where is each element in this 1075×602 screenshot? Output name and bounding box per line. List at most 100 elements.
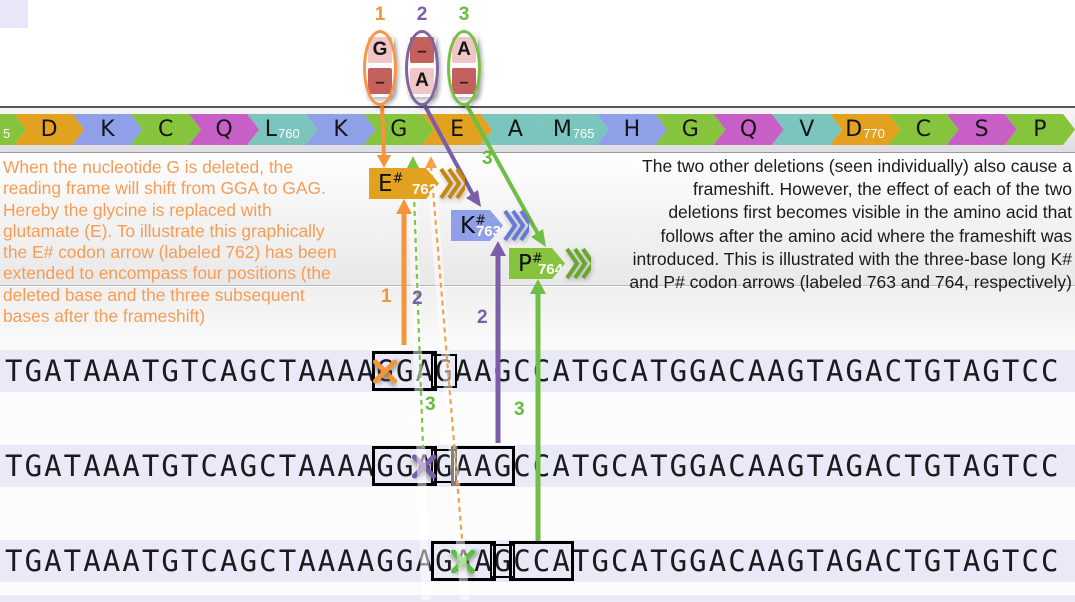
nucleotide-char: T [180,354,199,388]
nucleotide-char: A [356,449,375,483]
nucleotide-char: A [44,354,62,388]
nucleotide-char: A [826,449,844,483]
nucleotide-char: T [278,544,297,578]
nucleotide-char: G [689,449,707,483]
amino-acid-number: 770 [863,126,885,141]
nucleotide-char: A [747,449,766,483]
nucleotide-char: A [552,544,570,578]
nucleotide-char: A [708,354,727,388]
codon-highlight-box [489,544,516,578]
corner-band [0,0,28,28]
nucleotide-char: A [708,449,727,483]
amino-acid-label: A [507,117,523,142]
nucleotide-char: A [298,544,316,578]
deletion-group-1[interactable]: 1 G – [363,4,397,106]
nucleotide-char: T [5,354,23,388]
amino-acid-label: M [552,117,572,142]
nucleotide-char: G [669,354,688,388]
amino-acid-label: G [390,117,408,142]
nucleotide-char: C [728,449,746,483]
nucleotide-char: T [5,449,23,483]
nucleotide-char: T [141,354,160,388]
nucleotide-char: T [278,354,297,388]
nucleotide-char: G [669,449,688,483]
nucleotide-char: G [24,449,43,483]
nucleotide-char: C [728,544,746,578]
nucleotide-char: T [571,354,590,388]
nucleotide-char: A [552,449,570,483]
deletion-group-2[interactable]: 2– A [405,4,439,106]
nucleotide-char: C [513,544,531,578]
nucleotide-char: T [141,449,160,483]
nucleotide-char: T [571,544,590,578]
bottom-sequence-strip [0,595,1075,602]
amino-acid-label: K [333,117,348,142]
nucleotide-char: A [708,544,727,578]
amino-acid-label: G [681,117,699,142]
row-gap [0,582,1075,595]
deletion-group-3[interactable]: 3 A – [447,4,481,106]
nucleotide-char: C [1021,544,1039,578]
nucleotide-char: A [962,449,981,483]
nucleotide-char: A [44,449,62,483]
nucleotide-char: C [1041,544,1059,578]
nucleotide-char: T [650,544,668,578]
nucleotide-char: T [141,544,160,578]
nucleotide-char: T [63,354,82,388]
nucleotide-char: G [493,354,512,388]
nucleotide-char: A [44,544,62,578]
amino-acid-arrow-g[interactable]: G [655,114,725,145]
deletion-number: 2 [416,4,428,25]
nucleotide-char: A [83,354,101,388]
deletion-number: 3 [458,4,470,25]
nucleotide-char: G [845,544,864,578]
deletion-number: 1 [374,4,386,25]
nucleotide-char: G [24,544,43,578]
nucleotide-char: C [259,449,277,483]
amino-acid-track: 5 D K C Q L 760 K G E A M 765 H G Q V D 770 C S P [0,106,1075,153]
nucleotide-char: A [474,354,492,388]
amino-acid-arrow-row: 5 D K C Q L 760 K G E A M 765 H G Q V D 770 C S P [0,114,1075,145]
nucleotide-char: T [278,449,297,483]
nucleotide-char: C [728,354,746,388]
nucleotide-char: T [63,449,82,483]
amino-acid-label: P [1033,117,1047,142]
nucleotide-char: T [806,449,824,483]
nucleotide-char: A [122,354,140,388]
nucleotide-char: C [1021,449,1039,483]
nucleotide-char: G [923,354,942,388]
nucleotide-char: G [982,544,1000,578]
nucleotide-char: G [161,544,179,578]
nucleotide-char: T [943,544,961,578]
nucleotide-char: A [552,354,570,388]
nucleotide-char: G [786,354,805,388]
nucleotide-char: G [591,449,609,483]
nucleotide-char: A [298,449,316,483]
nucleotide-char: G [845,354,864,388]
codon-highlight-box [509,541,574,581]
nucleotide-char: C [200,449,218,483]
amino-acid-label: E [450,117,465,142]
amino-acid-label: C [158,117,174,142]
nucleotide-char: C [259,544,277,578]
nucleotide-char: G [923,449,942,483]
amino-acid-label: 5 [3,126,11,141]
nucleotide-char: T [806,544,824,578]
nucleotide-char: A [220,354,238,388]
nucleotide-char: T [180,449,199,483]
amino-acid-label: S [974,117,989,142]
amino-acid-label: K [100,117,115,142]
nucleotide-char: T [904,449,922,483]
deletion-oval-icon [363,30,397,106]
nucleotide-char: G [395,544,414,578]
nucleotide-char: A [962,544,981,578]
nucleotide-char: A [865,544,883,578]
amino-acid-arrow-c[interactable]: C [888,114,958,145]
nucleotide-char: A [747,354,766,388]
nucleotide-char: A [826,354,844,388]
